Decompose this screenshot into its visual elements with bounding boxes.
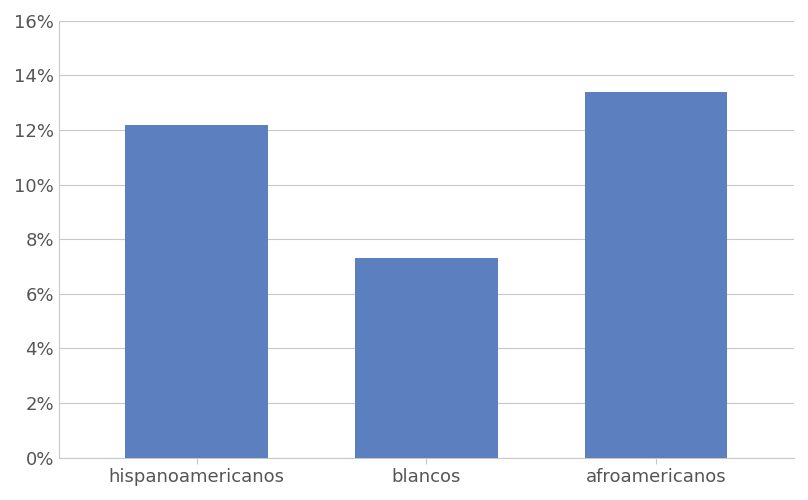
Bar	[356, 258, 498, 458]
Bar	[125, 124, 268, 458]
Bar	[585, 92, 727, 458]
